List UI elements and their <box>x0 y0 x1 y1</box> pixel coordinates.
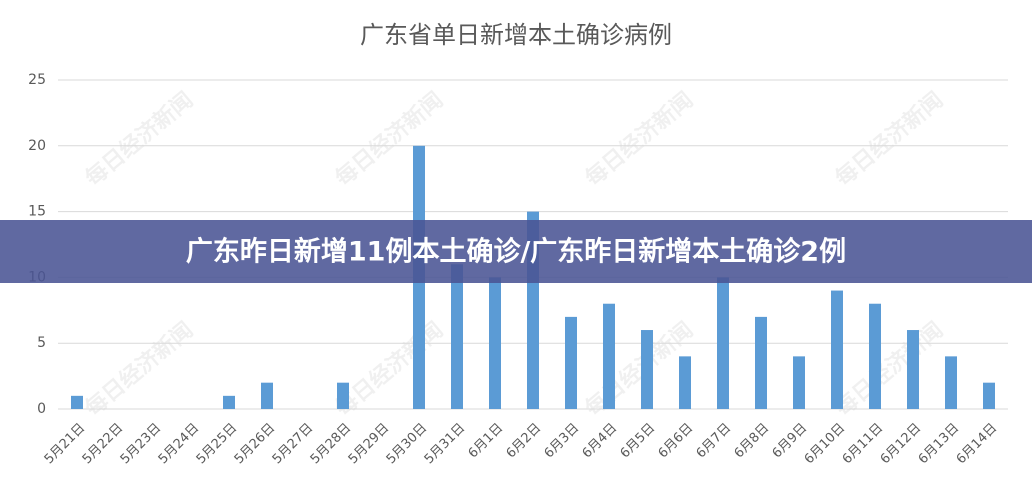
bar <box>261 382 273 409</box>
y-tick-label: 0 <box>37 401 46 417</box>
bar <box>451 264 463 409</box>
chart-title: 广东省单日新增本土确诊病例 <box>360 21 672 49</box>
bar <box>223 395 235 409</box>
bar <box>945 356 957 409</box>
bar <box>755 316 767 409</box>
bar <box>489 277 501 409</box>
bar <box>717 277 729 409</box>
bar <box>869 303 881 409</box>
y-tick-label: 25 <box>28 72 46 88</box>
y-tick-label: 15 <box>28 204 46 220</box>
bar <box>641 330 653 409</box>
banner <box>0 220 1032 283</box>
banner-text: 广东昨日新增11例本土确诊/广东昨日新增本土确诊2例 <box>186 236 846 268</box>
bar <box>565 316 577 409</box>
bar <box>603 303 615 409</box>
y-tick-label: 5 <box>37 335 46 351</box>
bar <box>831 290 843 409</box>
bar <box>907 330 919 409</box>
bar <box>337 382 349 409</box>
bar <box>71 395 83 409</box>
bar <box>679 356 691 409</box>
bar <box>983 382 995 409</box>
y-tick-label: 20 <box>28 138 46 154</box>
bar <box>793 356 805 409</box>
